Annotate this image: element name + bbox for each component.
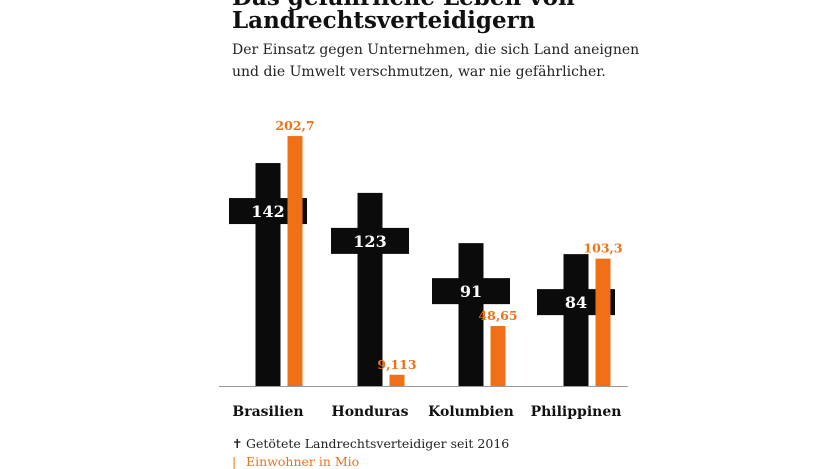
cross-bar-vertical: [357, 192, 383, 386]
data-label-population: 9,113: [377, 357, 416, 372]
cross-bar-arm: [331, 227, 409, 254]
legend-label-killed: Getötete Landrechtsverteidiger seit 2016: [246, 436, 510, 451]
data-label-killed: 123: [353, 232, 386, 251]
data-label-killed: 91: [460, 282, 482, 301]
bar-group-kolumbien: 91 48,65 Kolumbien: [428, 243, 518, 420]
chart-title-line-1: Das gefährliche Leben von: [232, 0, 575, 11]
orange-bar-icon: |: [232, 454, 237, 469]
category-label: Brasilien: [232, 404, 303, 420]
population-bar: [595, 258, 611, 386]
data-label-population: 48,65: [478, 308, 517, 323]
cross-bar-vertical: [563, 254, 589, 386]
chart-title-line-2: Landrechtsverteidigern: [232, 7, 536, 34]
cross-bar-arm: [432, 278, 510, 305]
legend-item-population: | Einwohner in Mio: [232, 454, 359, 469]
data-label-population: 103,3: [583, 241, 622, 256]
chart-subtitle-line-1: Der Einsatz gegen Unternehmen, die sich …: [232, 42, 640, 58]
category-label: Kolumbien: [428, 404, 514, 420]
population-bar: [287, 136, 303, 386]
category-label: Honduras: [331, 404, 408, 420]
data-label-killed: 84: [565, 293, 587, 312]
bar-group-philippinen: 84 103,3 Philippinen: [531, 241, 623, 420]
cross-bar-vertical: [458, 243, 484, 386]
legend-label-population: Einwohner in Mio: [246, 454, 360, 469]
data-label-population: 202,7: [275, 118, 314, 133]
category-label: Philippinen: [531, 404, 622, 420]
cross-bar-vertical: [255, 163, 281, 386]
population-bar: [490, 326, 506, 386]
bar-group-brasilien: 142 202,7 Brasilien: [229, 118, 315, 420]
legend-item-killed: ✝ Getötete Landrechtsverteidiger seit 201…: [232, 436, 509, 451]
bar-group-honduras: 123 9,113 Honduras: [331, 192, 417, 420]
data-label-killed: 142: [251, 202, 284, 221]
population-bar: [389, 374, 405, 386]
chart-subtitle-line-2: und die Umwelt verschmutzen, war nie gef…: [232, 64, 606, 80]
cross-icon: ✝: [232, 436, 243, 451]
